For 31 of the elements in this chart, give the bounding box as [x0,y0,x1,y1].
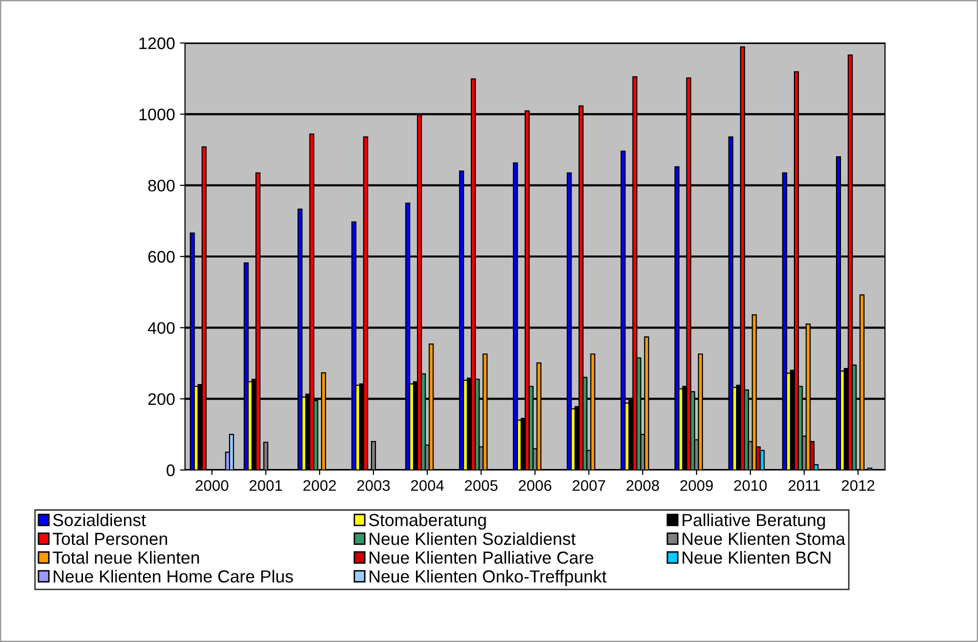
legend-label: Neue Klienten Onko-Treffpunkt [370,570,606,586]
y-tick-label: 600 [148,250,175,263]
legend-label: Neue Klienten Stoma [682,532,846,546]
x-tick-label: 2006 [518,480,552,491]
legend-label: Total Personen [52,532,168,546]
y-tick-label: 400 [148,322,175,334]
legend-label: Palliative Beratung [682,513,825,530]
legend-label: Neue Klienten BCN [682,551,830,564]
x-tick-label: 2003 [357,480,390,491]
x-tick-label: 2009 [680,480,713,491]
x-tick-label: 2004 [411,480,444,491]
x-tick-label: 2007 [572,480,606,491]
x-tick-label: 2005 [464,480,498,491]
legend-label: Sozialdienst [53,513,146,526]
legend-label: Neue Klienten Sozialdienst [370,532,576,546]
x-tick-label: 2011 [788,480,820,491]
x-tick-label: 2010 [734,480,767,491]
legend-label: Neue Klienten Palliative Care [370,551,594,564]
y-tick-label: 1000 [139,108,175,120]
x-tick-label: 2008 [626,480,660,491]
x-tick-label: 2001 [250,480,282,491]
y-tick-label: 800 [148,180,175,192]
x-tick-label: 2012 [842,480,874,491]
y-tick-label: 0 [166,464,175,476]
y-tick-label: 1200 [139,37,175,50]
legend-label: Neue Klienten Home Care Plus [54,570,293,583]
y-tick-label: 200 [148,393,175,406]
x-tick-label: 2000 [196,480,228,491]
legend-label: Stomaberatung [369,513,486,530]
legend-label: Total neue Klienten [52,551,199,564]
x-tick-label: 2002 [303,480,336,491]
